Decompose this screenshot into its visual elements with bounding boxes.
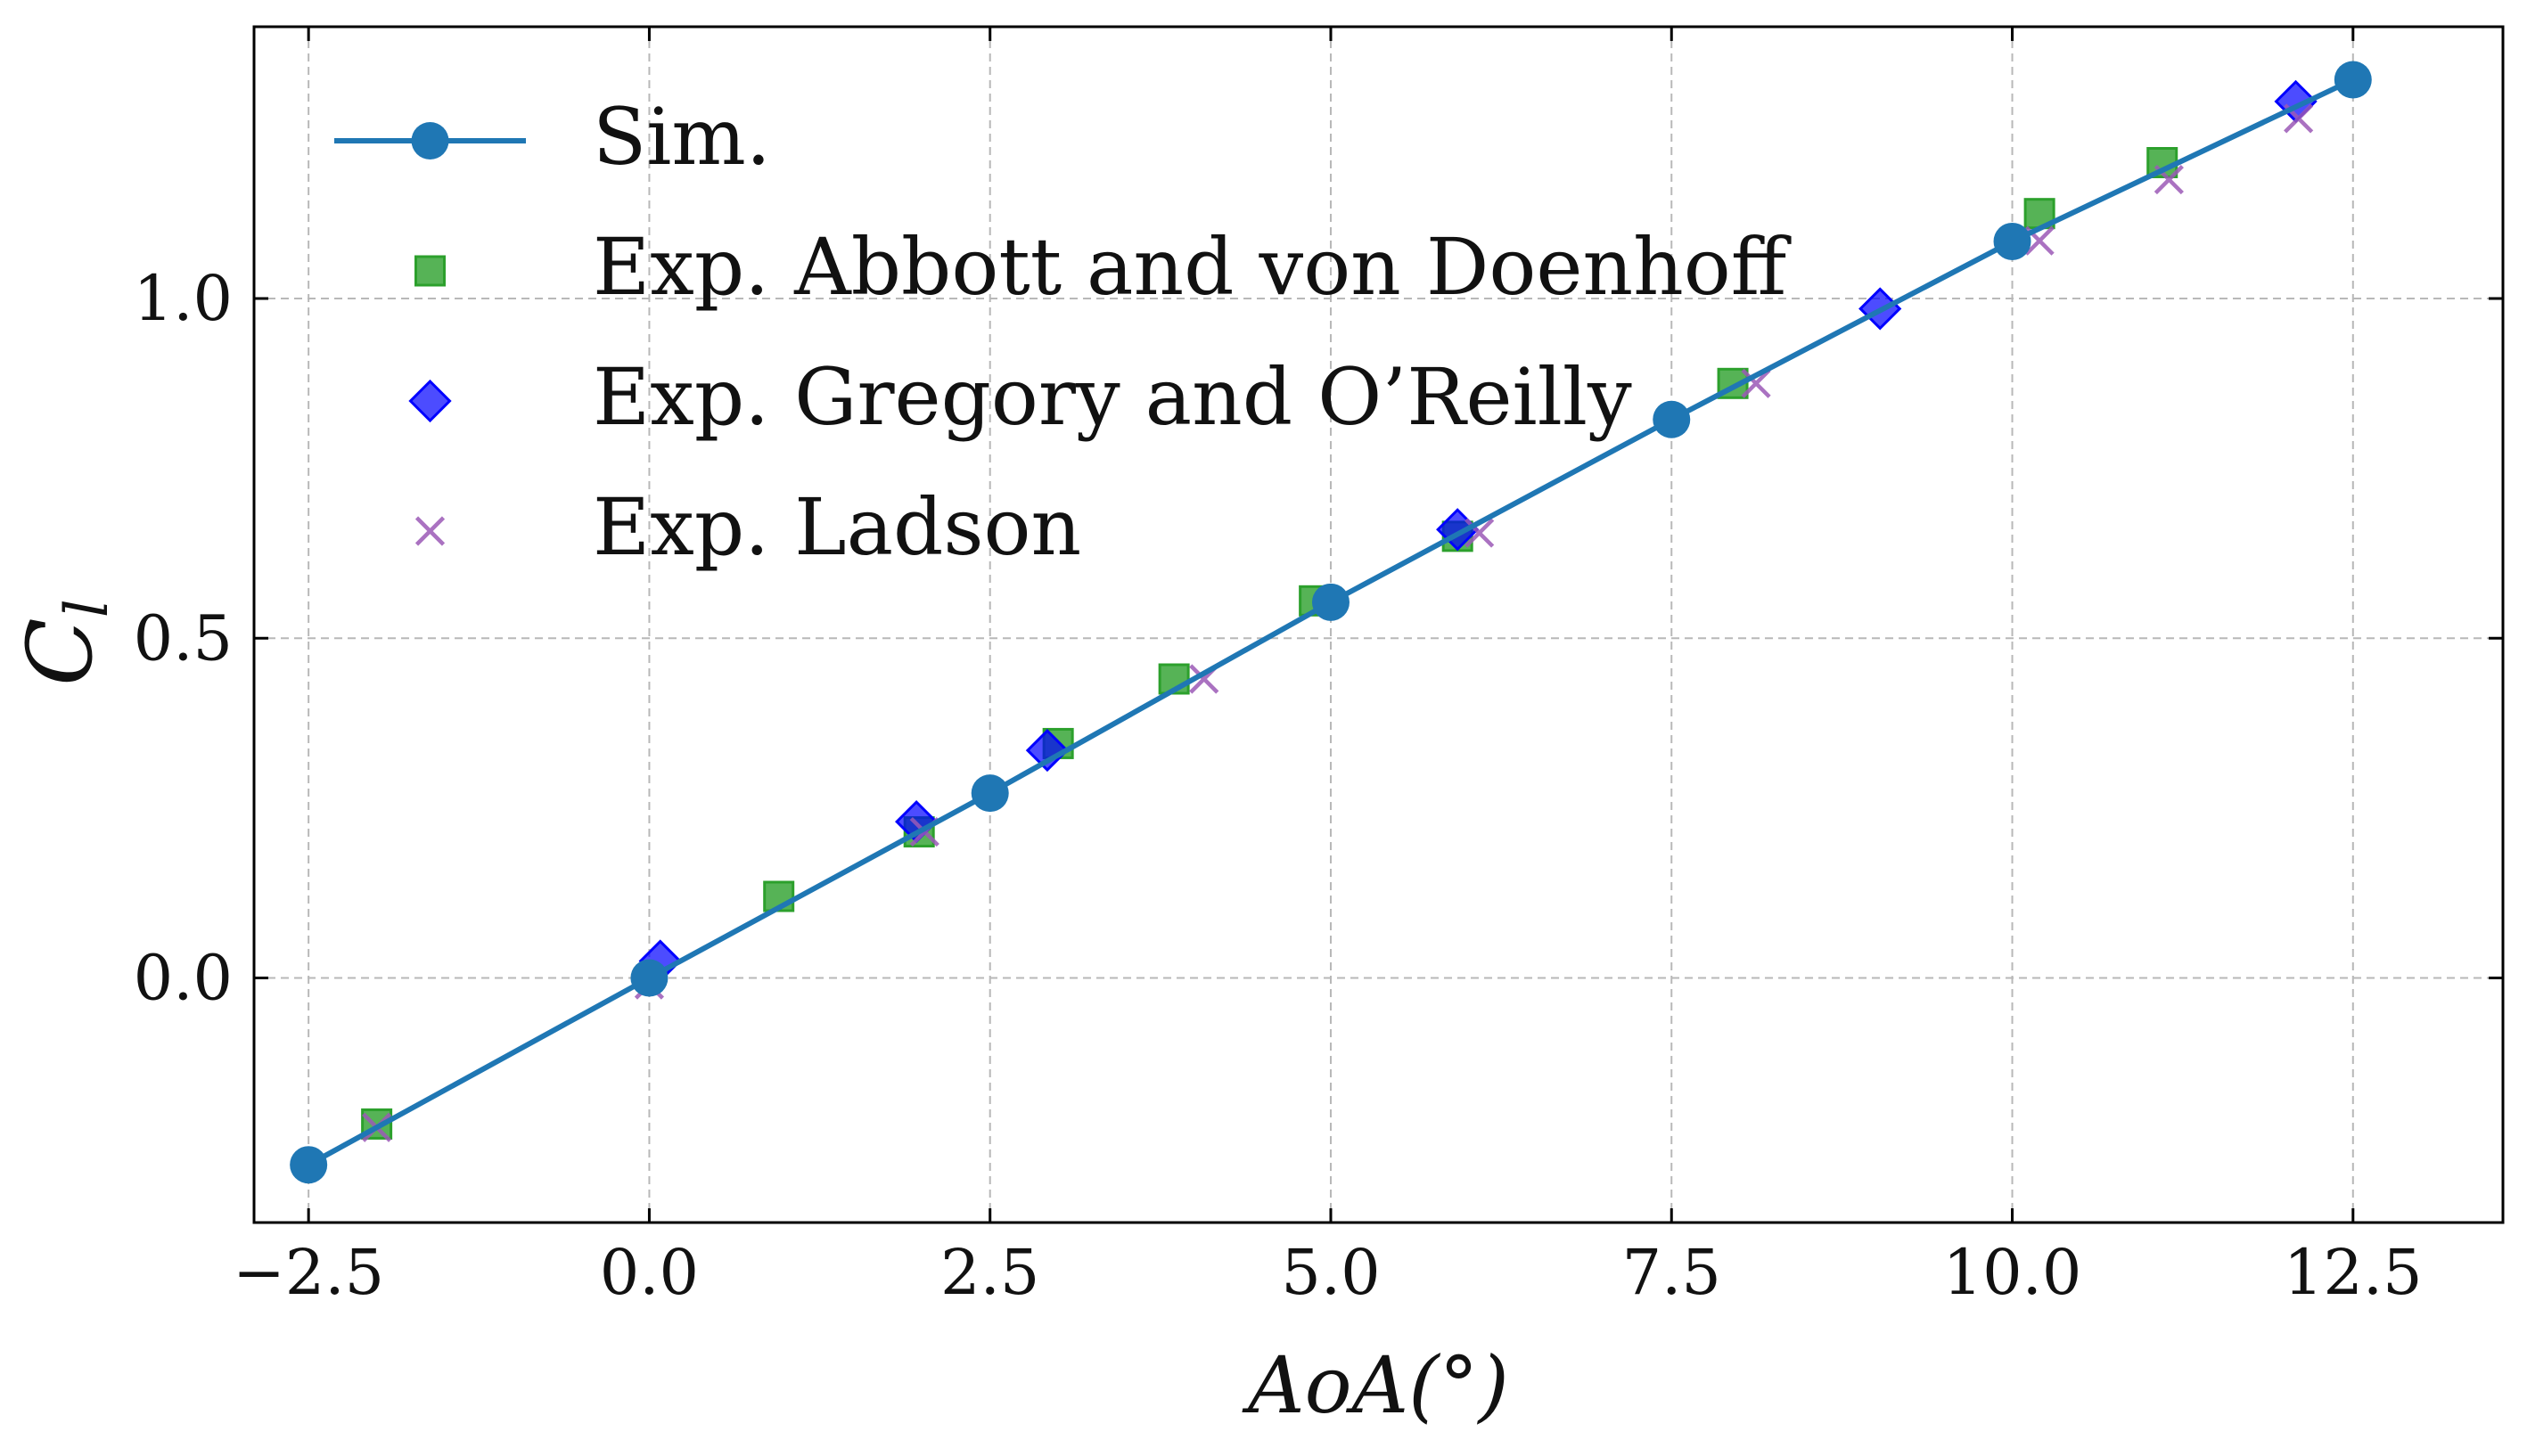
x-tick-label: 12.5 xyxy=(2284,1236,2423,1309)
legend-entry-exp-abbott-and-von-doenhoff: Exp. Abbott and von Doenhoff xyxy=(414,221,1792,313)
data-point xyxy=(1311,583,1350,621)
ticks: −2.5 0.0 2.5 5.0 7.5 10.0 12.5 0.0 0.5 1.0 xyxy=(134,27,2503,1309)
legend-marker xyxy=(408,379,452,423)
legend-label: Sim. xyxy=(593,91,771,183)
legend-entry-sim: Sim. xyxy=(334,91,771,183)
y-tick-label: 0.0 xyxy=(134,942,233,1015)
x-tick-label: 0.0 xyxy=(600,1236,699,1309)
data-point xyxy=(1025,728,1070,773)
x-axis-label: AoA(°) xyxy=(1242,1339,1509,1431)
data-point xyxy=(290,1146,328,1184)
data-point xyxy=(1993,222,2031,260)
legend-label: Exp. Ladson xyxy=(593,481,1081,573)
data-point xyxy=(1741,368,1771,398)
data-point xyxy=(2334,61,2372,99)
legend: Sim. Exp. Abbott and von Doenhoff Exp. Gre… xyxy=(334,91,1792,573)
data-point xyxy=(630,959,669,997)
legend-marker xyxy=(414,255,446,287)
data-point xyxy=(1465,518,1495,548)
series-sim xyxy=(290,61,2372,1184)
y-tick-label: 0.5 xyxy=(134,601,233,675)
legend-label: Exp. Gregory and O’Reilly xyxy=(593,351,1632,443)
x-tick-label: 5.0 xyxy=(1281,1236,1380,1309)
legend-marker xyxy=(414,516,446,546)
legend-label: Exp. Abbott and von Doenhoff xyxy=(593,221,1792,313)
plot-frame xyxy=(252,25,2505,1224)
x-tick-label: 7.5 xyxy=(1622,1236,1721,1309)
legend-marker xyxy=(411,122,449,160)
x-tick-label: 2.5 xyxy=(940,1236,1039,1309)
data-point xyxy=(1653,400,1691,438)
x-tick-label: 10.0 xyxy=(1943,1236,2082,1309)
labels: AoA(°) Cl xyxy=(8,599,1509,1431)
data-point xyxy=(971,774,1009,813)
series-layer xyxy=(290,61,2372,1184)
grid xyxy=(254,27,2503,1223)
legend-entry-exp-ladson: Exp. Ladson xyxy=(414,481,1081,573)
y-tick-label: 1.0 xyxy=(134,262,233,335)
legend-entry-exp-gregory-and-o-reilly: Exp. Gregory and O’Reilly xyxy=(408,351,1632,443)
x-tick-label: −2.5 xyxy=(233,1236,384,1309)
y-axis-label: Cl xyxy=(8,599,121,686)
